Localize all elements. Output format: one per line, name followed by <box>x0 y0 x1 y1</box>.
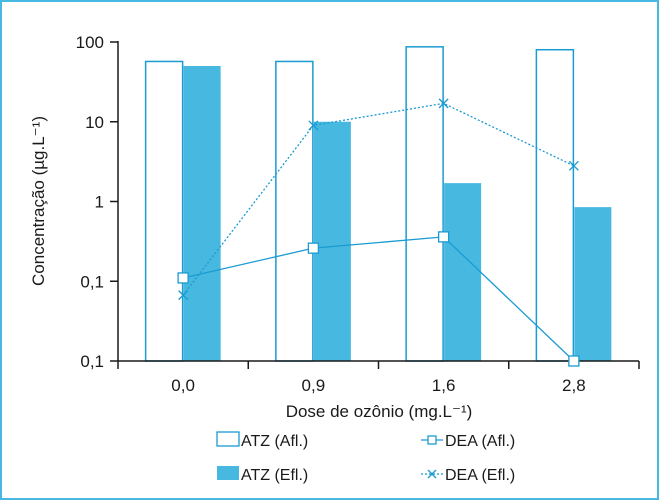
lines-layer <box>177 98 580 367</box>
y-tick-label: 0,1 <box>80 352 104 371</box>
point-dea-efl <box>438 98 449 109</box>
bar-atz-efl <box>444 183 482 361</box>
point-x-stroke <box>308 120 319 131</box>
bar-atz-efl <box>313 121 351 361</box>
legend: ATZ (Afl.) DEA (Afl.) ATZ (Efl.) DEA (Efl.) <box>216 431 515 484</box>
legend-label: DEA (Afl.) <box>445 433 515 450</box>
point-dea-efl <box>308 120 319 131</box>
legend-item: ATZ (Afl.) <box>216 431 308 450</box>
y-axis-label: Concentração (µg.L⁻¹) <box>29 116 48 286</box>
y-ticks: 100 10 1 0,1 0,1 <box>76 33 118 371</box>
point-dea-afl <box>568 355 580 367</box>
point-dea-efl <box>178 290 189 301</box>
point-x-stroke <box>438 98 449 109</box>
series-line-dea-afl <box>182 236 575 362</box>
bars-layer <box>144 46 612 362</box>
legend-label: ATZ (Efl.) <box>241 467 308 484</box>
legend-swatch-outline <box>216 431 240 447</box>
x-tick-label: 0,0 <box>171 376 195 395</box>
y-tick-label: 10 <box>85 113 104 132</box>
point-x-stroke <box>568 160 579 171</box>
bar-atz-afl <box>275 60 314 362</box>
point-dea-efl <box>568 160 579 171</box>
point-dea-afl <box>307 242 320 254</box>
bar-atz-afl <box>144 60 184 362</box>
legend-label: DEA (Efl.) <box>445 467 515 484</box>
y-tick-label: 100 <box>76 33 104 52</box>
legend-marker-x <box>427 469 437 479</box>
point-dea-afl <box>177 272 189 284</box>
point-dea-afl <box>437 231 450 243</box>
y-tick-label: 1 <box>95 193 104 212</box>
bar-atz-afl <box>405 46 444 362</box>
legend-marker-square <box>427 435 437 445</box>
legend-item: ATZ (Efl.) <box>217 466 308 484</box>
legend-item: DEA (Afl.) <box>421 433 515 450</box>
bar-atz-efl <box>574 207 612 361</box>
legend-swatch-filled <box>217 466 239 480</box>
point-x-stroke <box>178 290 189 301</box>
x-axis-label: Dose de ozônio (mg.L⁻¹) <box>286 402 473 421</box>
x-tick-label: 0,9 <box>302 376 326 395</box>
x-ticks: 0,0 0,9 1,6 2,8 <box>117 361 640 395</box>
x-tick-label: 2,8 <box>562 376 586 395</box>
legend-label: ATZ (Afl.) <box>241 433 308 450</box>
legend-item: DEA (Efl.) <box>421 467 515 484</box>
series-line-dea-efl <box>182 102 575 296</box>
bar-atz-efl <box>183 66 221 361</box>
x-tick-label: 1,6 <box>432 376 456 395</box>
y-tick-label: 0,1 <box>80 272 104 291</box>
bar-atz-afl <box>535 48 575 362</box>
